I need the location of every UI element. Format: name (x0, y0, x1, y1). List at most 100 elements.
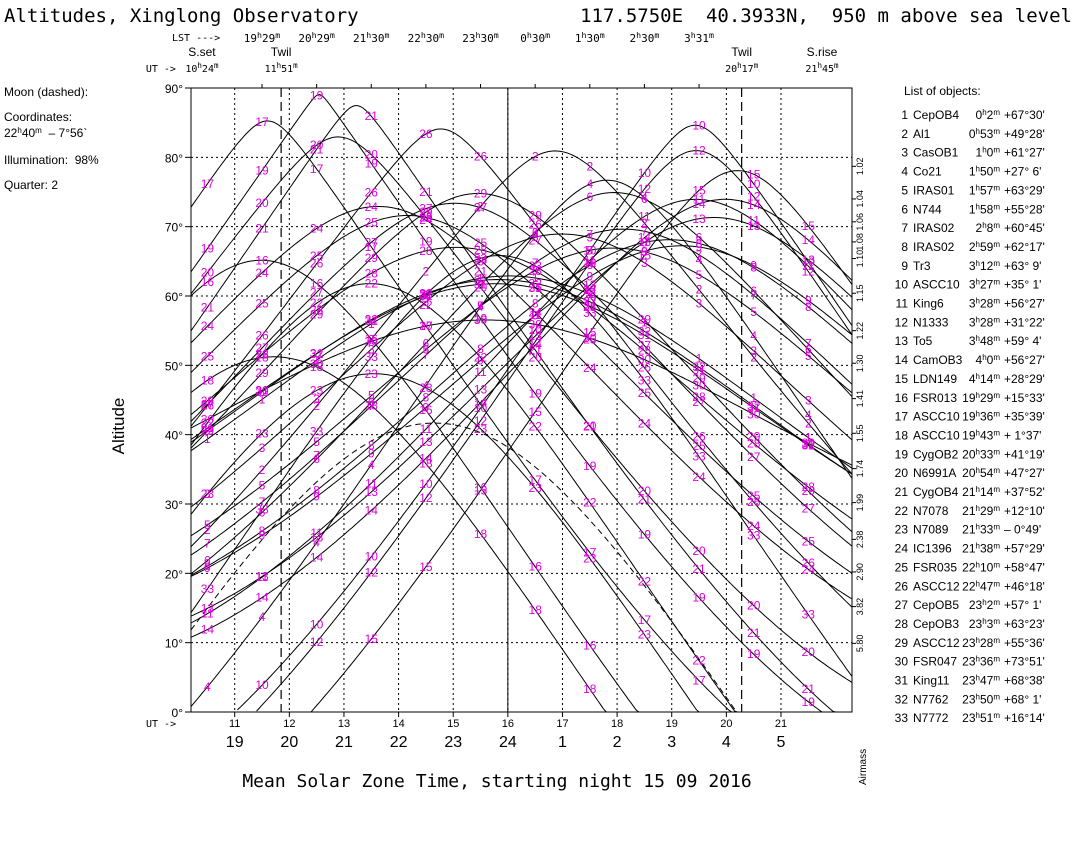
curve-label-30: 30 (365, 334, 379, 348)
curve-label-30: 30 (802, 436, 816, 450)
curve-label-32: 32 (201, 424, 215, 438)
curve-label-32: 32 (419, 287, 433, 301)
object-number: 5 (901, 183, 908, 197)
object-row: 12 N1333 3h28m +31°22' (895, 315, 1045, 329)
curve-label-29: 29 (201, 424, 215, 438)
curve-label-20: 20 (310, 138, 324, 152)
object-ra: 0h53m (969, 127, 1001, 141)
x-axis-label: Mean Solar Zone Time, starting night 15 … (242, 771, 751, 792)
curve-label-18: 18 (365, 398, 379, 412)
curve-label-20: 20 (747, 599, 761, 613)
curve-label-29: 29 (419, 205, 433, 219)
lst-tick-label: 21h30m (353, 30, 389, 45)
observatory-coordinates: 117.5750E 40.3933N, 950 m above sea leve… (580, 5, 1072, 27)
curve-label-24: 24 (638, 417, 652, 431)
object-dec: +35°39' (1004, 410, 1045, 424)
object-name: ASCC10 (913, 428, 960, 442)
object-name: N6991A (913, 466, 956, 480)
curve-label-16: 16 (419, 403, 433, 417)
curve-label-29: 29 (583, 256, 597, 270)
lst-tick-label: 22h30m (408, 30, 444, 45)
curve-label-8: 8 (532, 296, 539, 310)
curve-label-21: 21 (692, 562, 706, 576)
curve-label-17: 17 (638, 613, 652, 627)
altitude-curve-28 (190, 246, 853, 520)
curve-label-22: 22 (474, 351, 488, 365)
curve-label-14: 14 (255, 591, 269, 605)
curve-label-6: 6 (477, 278, 484, 292)
event-label: Twil (731, 45, 752, 59)
altitude-curve-11 (190, 198, 853, 624)
curve-label-26: 26 (255, 329, 269, 343)
curve-label-28: 28 (201, 394, 215, 408)
curve-label-2: 2 (586, 159, 593, 173)
curve-label-4: 4 (805, 408, 812, 422)
curve-label-7: 7 (423, 348, 430, 362)
curve-label-16: 16 (529, 560, 543, 574)
curve-label-3: 3 (477, 255, 484, 269)
local-time-label: 21 (335, 734, 353, 751)
object-dec: +49°28' (1004, 127, 1045, 141)
curve-label-18: 18 (419, 457, 433, 471)
curve-label-21: 21 (583, 419, 597, 433)
object-number: 20 (895, 466, 909, 480)
curve-label-6: 6 (532, 225, 539, 239)
curve-label-20: 20 (419, 211, 433, 225)
curve-label-20: 20 (638, 484, 652, 498)
event-label: Twil (271, 45, 292, 59)
object-row: 11 King6 3h28m +56°27' (896, 297, 1045, 311)
curve-label-4: 4 (696, 253, 703, 267)
curve-label-23: 23 (638, 628, 652, 642)
curve-label-15: 15 (529, 405, 543, 419)
curve-label-31: 31 (419, 289, 433, 303)
curve-label-5: 5 (477, 299, 484, 313)
curve-label-21: 21 (310, 142, 324, 156)
object-number: 24 (895, 542, 909, 556)
object-row: 22 N7078 21h29m +12°10' (895, 504, 1045, 518)
curve-label-20: 20 (474, 280, 488, 294)
curve-label-30: 30 (201, 412, 215, 426)
curve-label-14: 14 (747, 198, 761, 212)
local-time-label: 23 (444, 734, 462, 751)
y-tick-label: 20° (165, 567, 183, 581)
curve-label-3: 3 (532, 230, 539, 244)
curve-label-17: 17 (365, 240, 379, 254)
event-ut-label: 10h24m (185, 61, 219, 75)
curve-label-9: 9 (423, 400, 430, 414)
curve-label-27: 27 (419, 202, 433, 216)
curve-label-23: 23 (255, 426, 269, 440)
curve-label-19: 19 (692, 591, 706, 605)
curve-label-11: 11 (474, 365, 487, 379)
curve-label-14: 14 (474, 396, 488, 410)
curve-label-14: 14 (692, 197, 706, 211)
object-row: 8 IRAS02 2h59m +62°17' (901, 240, 1044, 254)
curve-label-33: 33 (310, 424, 324, 438)
object-row: 23 N7089 21h33m – 0°49' (895, 523, 1041, 537)
curve-label-19: 19 (802, 695, 816, 709)
object-row: 9 Tr3 3h12m +63° 9' (901, 259, 1041, 273)
curve-label-1: 1 (750, 391, 757, 405)
curve-label-33: 33 (365, 350, 379, 364)
curve-label-6: 6 (750, 284, 757, 298)
object-number: 26 (895, 579, 909, 593)
lst-label: LST ---> (172, 33, 220, 44)
curve-label-31: 31 (201, 421, 215, 435)
curve-label-4: 4 (423, 379, 430, 393)
altitude-curve-18 (190, 356, 607, 713)
ut-arrow-label: UT -> (146, 64, 176, 75)
curve-label-26: 26 (802, 556, 816, 570)
object-number: 23 (895, 523, 909, 537)
curve-label-15: 15 (419, 560, 433, 574)
altitude-curve-17 (190, 120, 733, 713)
object-name: ASCC10 (913, 278, 960, 292)
object-dec: +60°45' (1004, 221, 1045, 235)
ut-tick-label: 20 (720, 718, 732, 730)
object-row: 19 CygOB2 20h33m +41°19' (895, 447, 1045, 461)
object-name: CygOB4 (913, 485, 959, 499)
curve-label-10: 10 (310, 617, 324, 631)
curve-label-9: 9 (532, 308, 539, 322)
curve-label-29: 29 (365, 251, 379, 265)
object-dec: +63°23' (1004, 617, 1045, 631)
curve-label-31: 31 (638, 328, 652, 342)
